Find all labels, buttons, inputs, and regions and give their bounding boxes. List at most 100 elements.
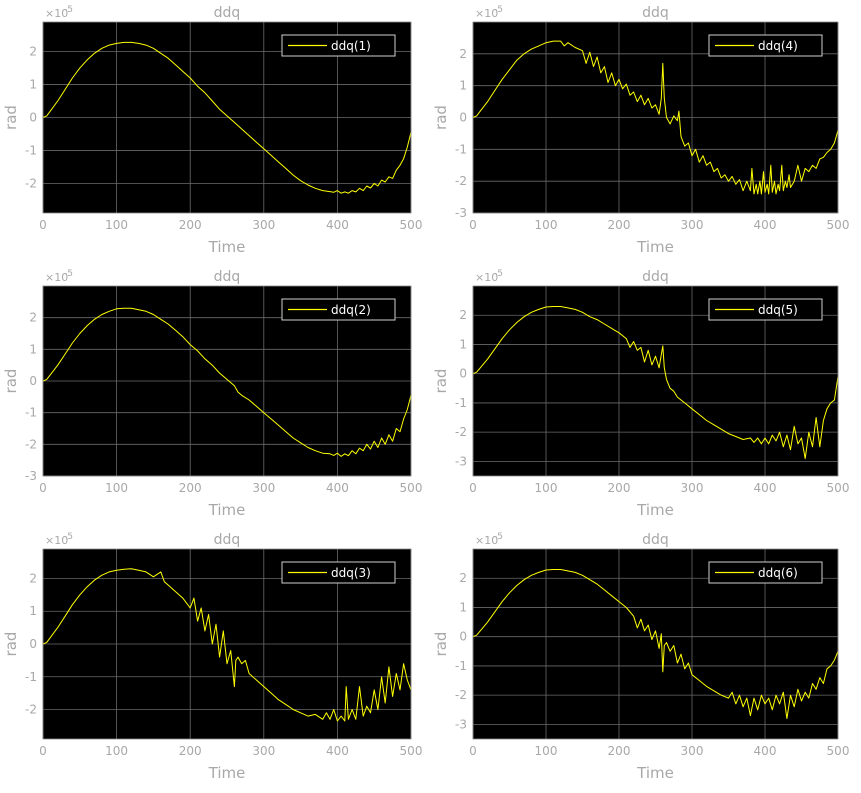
x-axis-label: Time [636,764,674,782]
legend-box [281,34,396,57]
exponent-power: -5 [494,5,503,15]
x-tick-label: 200 [608,481,631,495]
y-tick-label: 1 [29,78,37,92]
legend: ddq(4) [708,34,823,57]
y-axis-label: rad [2,632,20,657]
exponent-power: -5 [64,269,73,279]
y-tick-label: -3 [25,469,37,483]
x-tick-label: 400 [754,744,777,758]
x-tick-label: 300 [252,744,275,758]
legend-entry: ddq(1) [331,39,371,53]
x-tick-label: 400 [754,481,777,495]
subplot-2: 0 100 200 300 400 500 -3 -2 -1 0 1 2 ×10-5 ddq Time rad… [432,5,849,256]
legend-box [708,34,823,57]
y-axis-label: rad [432,369,450,394]
x-tick-label: 100 [535,744,558,758]
y-tick-label: 2 [459,47,467,61]
y-tick-label: 1 [29,604,37,618]
x-tick-label: 300 [681,744,704,758]
chart-title: ddq [642,269,669,285]
axes-frame [42,21,412,214]
x-axis-label: Time [208,501,246,519]
axes-frame [472,548,839,740]
chart-title: ddq [214,5,241,21]
chart-title: ddq [214,269,241,285]
y-tick-label: 1 [29,342,37,356]
axes-frame [42,548,412,740]
legend-entry: ddq(5) [758,303,798,317]
y-tick-label: -1 [455,659,467,673]
y-tick-label: -1 [455,142,467,156]
exponent-power: -5 [494,269,503,279]
legend: ddq(1) [281,34,396,57]
y-axis-label: rad [2,105,20,130]
y-tick-label: 0 [459,111,467,125]
legend-entry: ddq(4) [758,39,798,53]
chart-title: ddq [642,532,669,548]
x-tick-label: 400 [754,218,777,232]
subplot-1: 0 100 200 300 400 500 -2 -1 0 1 2 ×10-5 ddq Time rad dd… [2,5,422,256]
y-axis-label: rad [432,105,450,130]
y-tick-label: 2 [459,571,467,585]
y-tick-label: 0 [459,630,467,644]
x-tick-label: 200 [179,481,202,495]
exponent-power: -5 [64,532,73,542]
x-tick-label: 100 [105,744,128,758]
y-tick-label: -2 [455,688,467,702]
subplot-5: 0 100 200 300 400 500 -2 -1 0 1 2 ×10-5 ddq Time rad dd… [2,532,422,782]
y-tick-label: 2 [29,45,37,59]
x-tick-label: 300 [252,218,275,232]
series-line-1 [42,568,412,722]
x-tick-label: 100 [535,218,558,232]
legend: ddq(5) [708,298,823,321]
y-tick-label: 0 [29,111,37,125]
y-tick-label: -2 [455,425,467,439]
subplot-6: 0 100 200 300 400 500 -3 -2 -1 0 1 2 ×10-5 ddq Time rad… [432,532,849,782]
x-tick-label: 400 [326,481,349,495]
y-tick-label: 0 [29,637,37,651]
y-tick-label: 2 [29,571,37,585]
axes-frame [472,285,839,477]
x-tick-label: 200 [608,744,631,758]
y-tick-label: 0 [29,374,37,388]
y-axis-label: rad [432,632,450,657]
y-tick-label: -1 [25,143,37,157]
legend-box [708,298,823,321]
exponent-power: -5 [64,5,73,15]
legend-box [281,561,396,584]
y-tick-label: -3 [455,454,467,468]
x-tick-label: 100 [105,218,128,232]
y-tick-label: 2 [459,308,467,322]
legend-entry: ddq(2) [331,303,371,317]
x-tick-label: 200 [179,218,202,232]
x-tick-label: 0 [469,744,477,758]
series-line-1 [42,307,412,457]
chart-title: ddq [642,5,669,21]
x-axis-label: Time [208,238,246,256]
x-tick-label: 0 [469,481,477,495]
legend-box [281,298,396,321]
x-tick-label: 500 [400,218,423,232]
x-tick-label: 100 [535,481,558,495]
legend-box [708,561,823,584]
exponent-label: ×10 [45,534,68,547]
y-tick-label: -3 [455,717,467,731]
y-tick-label: -1 [455,396,467,410]
exponent-label: ×10 [45,271,68,284]
x-tick-label: 0 [39,744,47,758]
exponent-power: -5 [494,532,503,542]
y-tick-label: -3 [455,206,467,220]
x-tick-label: 300 [252,481,275,495]
legend: ddq(3) [281,561,396,584]
legend-entry: ddq(3) [331,566,371,580]
exponent-label: ×10 [475,271,498,284]
x-tick-label: 500 [400,481,423,495]
legend: ddq(2) [281,298,396,321]
x-axis-label: Time [208,764,246,782]
subplot-4: 0 100 200 300 400 500 -3 -2 -1 0 1 2 ×10-5 ddq Time rad… [432,269,849,519]
x-tick-label: 500 [827,481,850,495]
y-tick-label: -2 [25,176,37,190]
x-tick-label: 300 [681,218,704,232]
